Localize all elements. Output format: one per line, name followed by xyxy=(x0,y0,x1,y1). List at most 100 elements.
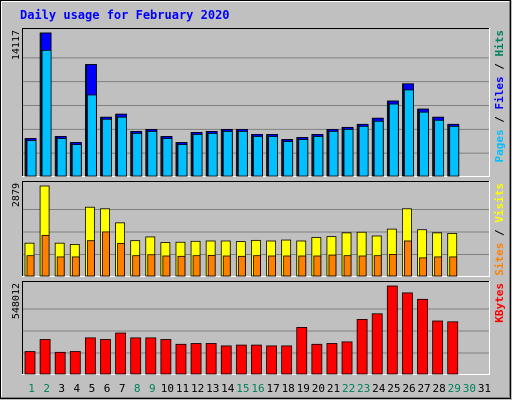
bar-sites-11 xyxy=(177,255,186,277)
panel-kbytes: 548012 KBytes xyxy=(11,281,506,375)
bar-kbytes-5 xyxy=(84,337,96,375)
bar-pages-8 xyxy=(132,133,143,177)
axis-label-pages: Pages xyxy=(493,129,506,162)
bar-kbytes-28 xyxy=(432,320,444,375)
bar-kbytes-11 xyxy=(175,343,187,375)
bar-kbytes-2 xyxy=(39,339,51,375)
axis-label-separator: / xyxy=(493,110,506,130)
x-tick-label-16: 16 xyxy=(251,382,264,395)
x-tick-label-19: 19 xyxy=(297,382,310,395)
axis-label-hits: Hits xyxy=(493,30,506,57)
x-tick-label-11: 11 xyxy=(176,382,189,395)
x-tick-label-22: 22 xyxy=(342,382,355,395)
x-tick-label-5: 5 xyxy=(89,382,96,395)
bar-kbytes-26 xyxy=(402,292,413,375)
x-tick-label-3: 3 xyxy=(58,382,65,395)
x-tick-label-26: 26 xyxy=(402,382,415,395)
y-tick-label: 2879 xyxy=(11,183,22,207)
x-tick-label-17: 17 xyxy=(266,382,279,395)
bar-kbytes-17 xyxy=(266,345,277,375)
bar-sites-13 xyxy=(207,254,216,277)
bar-sites-15 xyxy=(237,255,246,277)
x-tick-label-8: 8 xyxy=(134,382,141,395)
bar-sites-26 xyxy=(404,240,412,277)
bar-pages-27 xyxy=(419,111,429,177)
bar-sites-28 xyxy=(434,256,443,277)
x-tick-label-21: 21 xyxy=(327,382,340,395)
x-tick-label-9: 9 xyxy=(149,382,156,395)
bar-sites-7 xyxy=(117,243,125,277)
bar-pages-21 xyxy=(328,131,339,177)
bar-sites-27 xyxy=(419,257,427,277)
bar-kbytes-8 xyxy=(130,337,142,375)
bar-pages-9 xyxy=(147,131,158,177)
axis-label-separator: / xyxy=(493,223,506,243)
bar-pages-19 xyxy=(298,139,309,177)
bar-pages-16 xyxy=(253,136,263,177)
bar-sites-14 xyxy=(222,255,231,277)
bar-kbytes-24 xyxy=(371,313,383,375)
bar-kbytes-16 xyxy=(251,344,262,375)
bar-sites-5 xyxy=(86,240,95,277)
bar-pages-29 xyxy=(449,125,460,177)
bar-sites-1 xyxy=(26,255,35,277)
bar-sites-18 xyxy=(283,255,292,277)
bar-kbytes-22 xyxy=(341,341,353,375)
bar-kbytes-23 xyxy=(356,319,368,375)
y-tick-label: 548012 xyxy=(11,283,22,319)
bar-kbytes-6 xyxy=(100,339,111,375)
y-tick-label: 14117 xyxy=(11,30,22,60)
bar-sites-16 xyxy=(253,255,261,277)
axis-label: KBytes xyxy=(493,283,506,323)
bar-pages-5 xyxy=(86,94,97,177)
bar-kbytes-15 xyxy=(235,344,247,375)
bar-pages-18 xyxy=(283,141,294,177)
x-tick-label-25: 25 xyxy=(387,382,400,395)
axis-label-separator: / xyxy=(493,57,506,77)
bar-sites-29 xyxy=(449,256,458,277)
bar-pages-14 xyxy=(222,131,233,177)
x-tick-label-1: 1 xyxy=(28,382,35,395)
bar-pages-6 xyxy=(102,118,112,177)
x-tick-label-23: 23 xyxy=(357,382,370,395)
axis-label-visits: Visits xyxy=(493,183,506,223)
bar-kbytes-25 xyxy=(386,285,398,375)
bar-kbytes-19 xyxy=(296,327,308,375)
x-tick-label-15: 15 xyxy=(236,382,249,395)
bar-sites-10 xyxy=(162,255,171,277)
bar-pages-20 xyxy=(313,136,324,177)
x-tick-label-12: 12 xyxy=(191,382,204,395)
x-tick-label-20: 20 xyxy=(312,382,325,395)
axis-label: Pages / Files / Hits xyxy=(493,30,506,163)
bar-kbytes-18 xyxy=(281,345,293,375)
bar-kbytes-4 xyxy=(69,351,81,375)
x-tick-label-18: 18 xyxy=(282,382,295,395)
x-tick-label-4: 4 xyxy=(74,382,81,395)
bar-sites-20 xyxy=(313,255,322,277)
bar-pages-4 xyxy=(71,144,82,177)
bar-pages-17 xyxy=(268,136,278,177)
bar-sites-2 xyxy=(41,234,50,277)
axis-label-sites: Sites xyxy=(493,243,506,276)
bar-sites-4 xyxy=(71,256,80,277)
bar-kbytes-20 xyxy=(311,343,323,375)
axis-label-files: Files xyxy=(493,76,506,109)
axis-label: Sites / Visits xyxy=(493,183,506,276)
x-tick-label-31: 31 xyxy=(478,382,491,395)
x-tick-label-27: 27 xyxy=(417,382,430,395)
bar-pages-1 xyxy=(26,140,37,177)
x-tick-label-10: 10 xyxy=(161,382,174,395)
x-axis-labels: 1 2 3 4 5 6 7 8 9 10 11 12 13 14 15 16 17 18 19 20 21 22 23 24 2… xyxy=(28,382,491,395)
bar-sites-23 xyxy=(358,255,367,277)
bar-kbytes-13 xyxy=(205,343,217,375)
bar-kbytes-21 xyxy=(326,343,338,375)
panel-visits-sites: 2879 Sites / Visits xyxy=(11,181,506,277)
bar-kbytes-27 xyxy=(417,298,428,375)
chart-panels: 14117 Pages / Files / Hits 2879 Sites / Vis… xyxy=(11,28,506,375)
bar-sites-19 xyxy=(298,255,307,277)
bar-kbytes-14 xyxy=(220,345,232,375)
x-tick-label-29: 29 xyxy=(448,382,461,395)
x-tick-label-28: 28 xyxy=(433,382,446,395)
bar-kbytes-29 xyxy=(447,321,459,375)
x-tick-label-7: 7 xyxy=(119,382,126,395)
